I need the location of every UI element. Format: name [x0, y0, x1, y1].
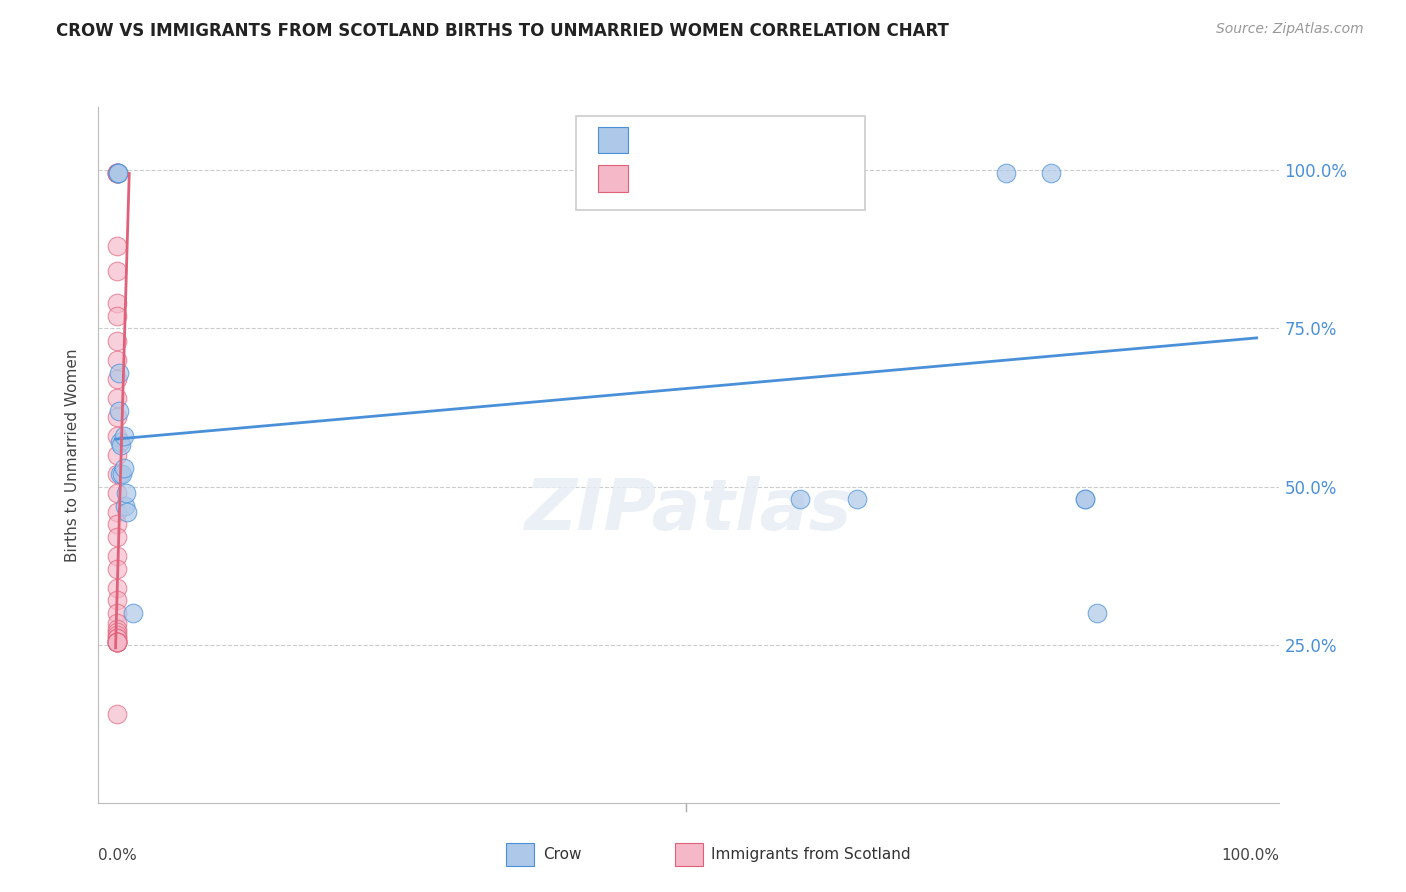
- Point: [111, 467, 134, 481]
- Point: [1074, 492, 1097, 507]
- Point: [105, 166, 128, 180]
- Point: [105, 467, 128, 481]
- Point: [114, 486, 136, 500]
- Point: [105, 166, 128, 180]
- Point: [105, 486, 128, 500]
- Y-axis label: Births to Unmarried Women: Births to Unmarried Women: [65, 348, 80, 562]
- Point: [105, 505, 128, 519]
- Point: [105, 634, 128, 648]
- Point: [105, 309, 128, 323]
- Point: [105, 615, 128, 630]
- Point: [114, 499, 136, 513]
- Text: 100.0%: 100.0%: [1222, 848, 1279, 863]
- Point: [105, 625, 128, 640]
- Point: [105, 634, 128, 648]
- Point: [994, 166, 1017, 180]
- Point: [110, 438, 132, 452]
- Text: CROW VS IMMIGRANTS FROM SCOTLAND BIRTHS TO UNMARRIED WOMEN CORRELATION CHART: CROW VS IMMIGRANTS FROM SCOTLAND BIRTHS …: [56, 22, 949, 40]
- Text: 38: 38: [778, 169, 799, 187]
- Point: [1085, 606, 1108, 620]
- Point: [105, 581, 128, 595]
- Point: [108, 403, 131, 417]
- Text: 22: 22: [778, 131, 799, 149]
- Point: [105, 634, 128, 648]
- Text: Immigrants from Scotland: Immigrants from Scotland: [711, 847, 911, 862]
- Text: N =: N =: [728, 131, 776, 149]
- Point: [105, 632, 128, 646]
- Point: [105, 166, 128, 180]
- Point: [108, 467, 131, 481]
- Point: [105, 264, 128, 278]
- Point: [1074, 492, 1097, 507]
- Point: [105, 448, 128, 462]
- Text: N =: N =: [728, 169, 776, 187]
- Point: [105, 334, 128, 348]
- Point: [107, 166, 129, 180]
- Point: [105, 372, 128, 386]
- Point: [1040, 166, 1063, 180]
- Point: [105, 628, 128, 642]
- Point: [789, 492, 811, 507]
- Point: [105, 517, 128, 532]
- Point: [107, 166, 129, 180]
- Point: [105, 296, 128, 310]
- Point: [105, 391, 128, 405]
- Text: 0.0%: 0.0%: [98, 848, 138, 863]
- Point: [846, 492, 869, 507]
- Point: [105, 593, 128, 607]
- Point: [112, 429, 135, 443]
- Point: [105, 606, 128, 620]
- Point: [105, 409, 128, 424]
- Text: ZIPatlas: ZIPatlas: [526, 476, 852, 545]
- Point: [105, 549, 128, 563]
- Point: [108, 435, 131, 450]
- Point: [105, 166, 128, 180]
- Point: [105, 634, 128, 648]
- Point: [108, 366, 131, 380]
- Point: [107, 166, 129, 180]
- Text: Crow: Crow: [543, 847, 581, 862]
- Text: R =: R =: [640, 131, 676, 149]
- Point: [105, 562, 128, 576]
- Point: [105, 632, 128, 646]
- Point: [105, 429, 128, 443]
- Text: Source: ZipAtlas.com: Source: ZipAtlas.com: [1216, 22, 1364, 37]
- Point: [105, 353, 128, 368]
- Point: [105, 622, 128, 636]
- Point: [105, 239, 128, 253]
- Point: [112, 460, 135, 475]
- Point: [105, 634, 128, 648]
- Point: [105, 530, 128, 544]
- Text: R =: R =: [640, 169, 676, 187]
- Point: [115, 505, 138, 519]
- Text: 0.126: 0.126: [676, 131, 724, 149]
- Point: [105, 634, 128, 648]
- Point: [121, 606, 143, 620]
- Point: [105, 707, 128, 722]
- Text: 0.611: 0.611: [676, 169, 724, 187]
